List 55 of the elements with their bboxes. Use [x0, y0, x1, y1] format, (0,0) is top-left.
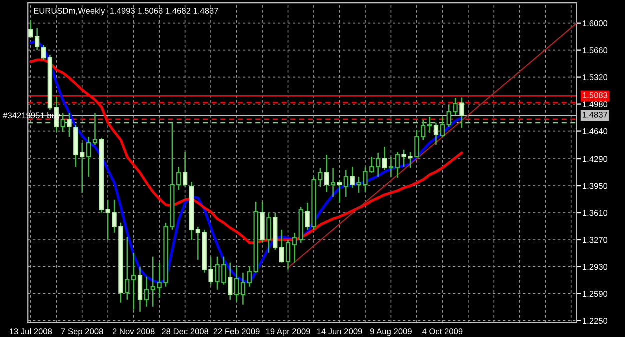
candlestick — [388, 156, 394, 178]
candlestick — [434, 122, 439, 146]
x-tick-label: 22 Feb 2009 — [214, 328, 260, 335]
y-tick-label: 1.4640 — [583, 128, 608, 134]
candlestick — [344, 169, 348, 198]
candlestick — [196, 226, 200, 261]
candlestick — [34, 27, 40, 51]
y-tick-label: 1.2250 — [583, 318, 608, 324]
candlestick — [41, 44, 46, 61]
y-tick-label: 1.3270 — [583, 237, 608, 244]
candlestick — [182, 151, 188, 188]
candlestick — [266, 212, 272, 254]
candlestick — [376, 152, 381, 178]
y-tick-label: 1.6000 — [583, 20, 608, 26]
candlestick — [440, 116, 445, 138]
candlestick — [132, 252, 136, 311]
y-tick-label: 1.3610 — [583, 210, 608, 216]
y-tick-label: 1.4290 — [583, 156, 608, 162]
candlestick — [427, 116, 432, 134]
x-tick-label: 9 Aug 2009 — [370, 328, 412, 336]
candlestick — [92, 112, 98, 146]
candlestick — [247, 266, 252, 288]
candlestick — [292, 232, 298, 264]
y-tick-label: 1.4980 — [583, 101, 608, 108]
candlestick — [60, 112, 66, 133]
candlestick — [324, 154, 330, 193]
ref-line-label: 1.4837 — [583, 112, 608, 118]
y-tick-label: 1.5320 — [583, 74, 608, 80]
y-tick-label: 1.2930 — [583, 264, 608, 270]
x-tick-label: 13 Jul 2008 — [10, 328, 52, 335]
x-tick-label: 19 Apr 2009 — [266, 328, 310, 336]
candlestick — [86, 136, 92, 178]
candlestick — [28, 19, 34, 39]
candlestick — [240, 272, 246, 306]
y-tick-label: 1.2590 — [583, 291, 608, 298]
candlestick — [337, 179, 342, 204]
candlestick — [144, 276, 150, 308]
candlestick — [286, 239, 291, 271]
candlestick — [125, 236, 130, 301]
ref-line-label: 1.5083 — [583, 92, 608, 98]
text: EURUSDm,Weekly 1.4993 1.5063 1.4682 1.4837 — [34, 8, 218, 16]
x-tick-label: 4 Oct 2009 — [422, 328, 463, 335]
x-tick-label: 2 Nov 2008 — [112, 328, 155, 335]
x-tick-label: 7 Sep 2008 — [61, 328, 104, 336]
x-tick-label: 28 Dec 2008 — [162, 328, 209, 335]
candlestick — [228, 262, 233, 301]
candlestick — [382, 146, 388, 171]
y-tick-label: 1.3950 — [583, 183, 608, 190]
candlestick — [80, 142, 85, 194]
candlestick — [279, 229, 284, 264]
x-tick-label: 14 Jun 2009 — [317, 328, 362, 335]
candlestick — [395, 151, 400, 179]
candlestick — [330, 167, 336, 198]
candlestick — [234, 266, 240, 303]
y-tick-label: 1.5660 — [583, 48, 608, 54]
